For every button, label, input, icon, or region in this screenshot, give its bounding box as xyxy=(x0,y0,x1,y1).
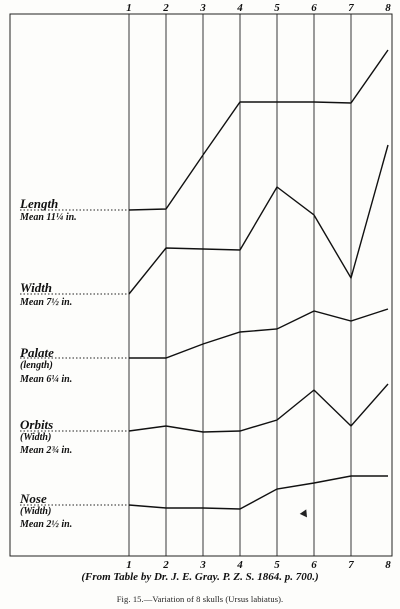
tick-label-top-8: 8 xyxy=(385,2,391,14)
label-length-name: Length xyxy=(20,196,59,211)
tick-label-bottom-2: 2 xyxy=(162,559,169,571)
label-width-name: Width xyxy=(20,280,53,295)
figure-caption: Fig. 15.—Variation of 8 skulls (Ursus la… xyxy=(116,594,284,604)
tick-label-bottom-8: 8 xyxy=(385,559,391,571)
tick-label-top-3: 3 xyxy=(199,2,206,14)
tick-label-bottom-6: 6 xyxy=(311,559,317,571)
series-line-orbits xyxy=(128,383,389,433)
label-nose-sub: (Width) xyxy=(20,506,52,517)
tick-label-bottom-7: 7 xyxy=(348,559,354,571)
chart-frame xyxy=(9,13,393,557)
tick-label-top-7: 7 xyxy=(348,2,354,14)
tick-label-bottom-4: 4 xyxy=(236,559,243,571)
label-length-mean: Mean 11¼ in. xyxy=(20,212,77,223)
label-nose-mean: Mean 2½ in. xyxy=(20,519,73,530)
tick-label-top-5: 5 xyxy=(274,2,280,14)
tick-label-bottom-1: 1 xyxy=(126,559,132,571)
label-palate-name: Palate xyxy=(20,345,54,360)
tick-label-top-1: 1 xyxy=(126,2,132,14)
series-line-length xyxy=(128,49,389,211)
label-palate-mean: Mean 6¼ in. xyxy=(20,374,73,385)
tick-label-top-2: 2 xyxy=(162,2,169,14)
tick-label-bottom-3: 3 xyxy=(199,559,206,571)
chart-source-note: (From Table by Dr. J. E. Gray. P. Z. S. … xyxy=(81,571,319,583)
label-palate-sub: (length) xyxy=(20,360,53,371)
label-orbits-mean: Mean 2¾ in. xyxy=(20,445,73,456)
tick-label-bottom-5: 5 xyxy=(274,559,280,571)
series-line-nose xyxy=(128,475,388,510)
label-nose-name: Nose xyxy=(20,491,47,506)
tick-label-top-4: 4 xyxy=(236,2,243,14)
label-orbits-sub: (Width) xyxy=(20,432,52,443)
tick-label-top-6: 6 xyxy=(311,2,317,14)
series-line-width xyxy=(128,144,389,295)
label-orbits-name: Orbits xyxy=(20,417,54,432)
series-line-palate xyxy=(129,308,389,359)
label-width-mean: Mean 7½ in. xyxy=(20,297,73,308)
